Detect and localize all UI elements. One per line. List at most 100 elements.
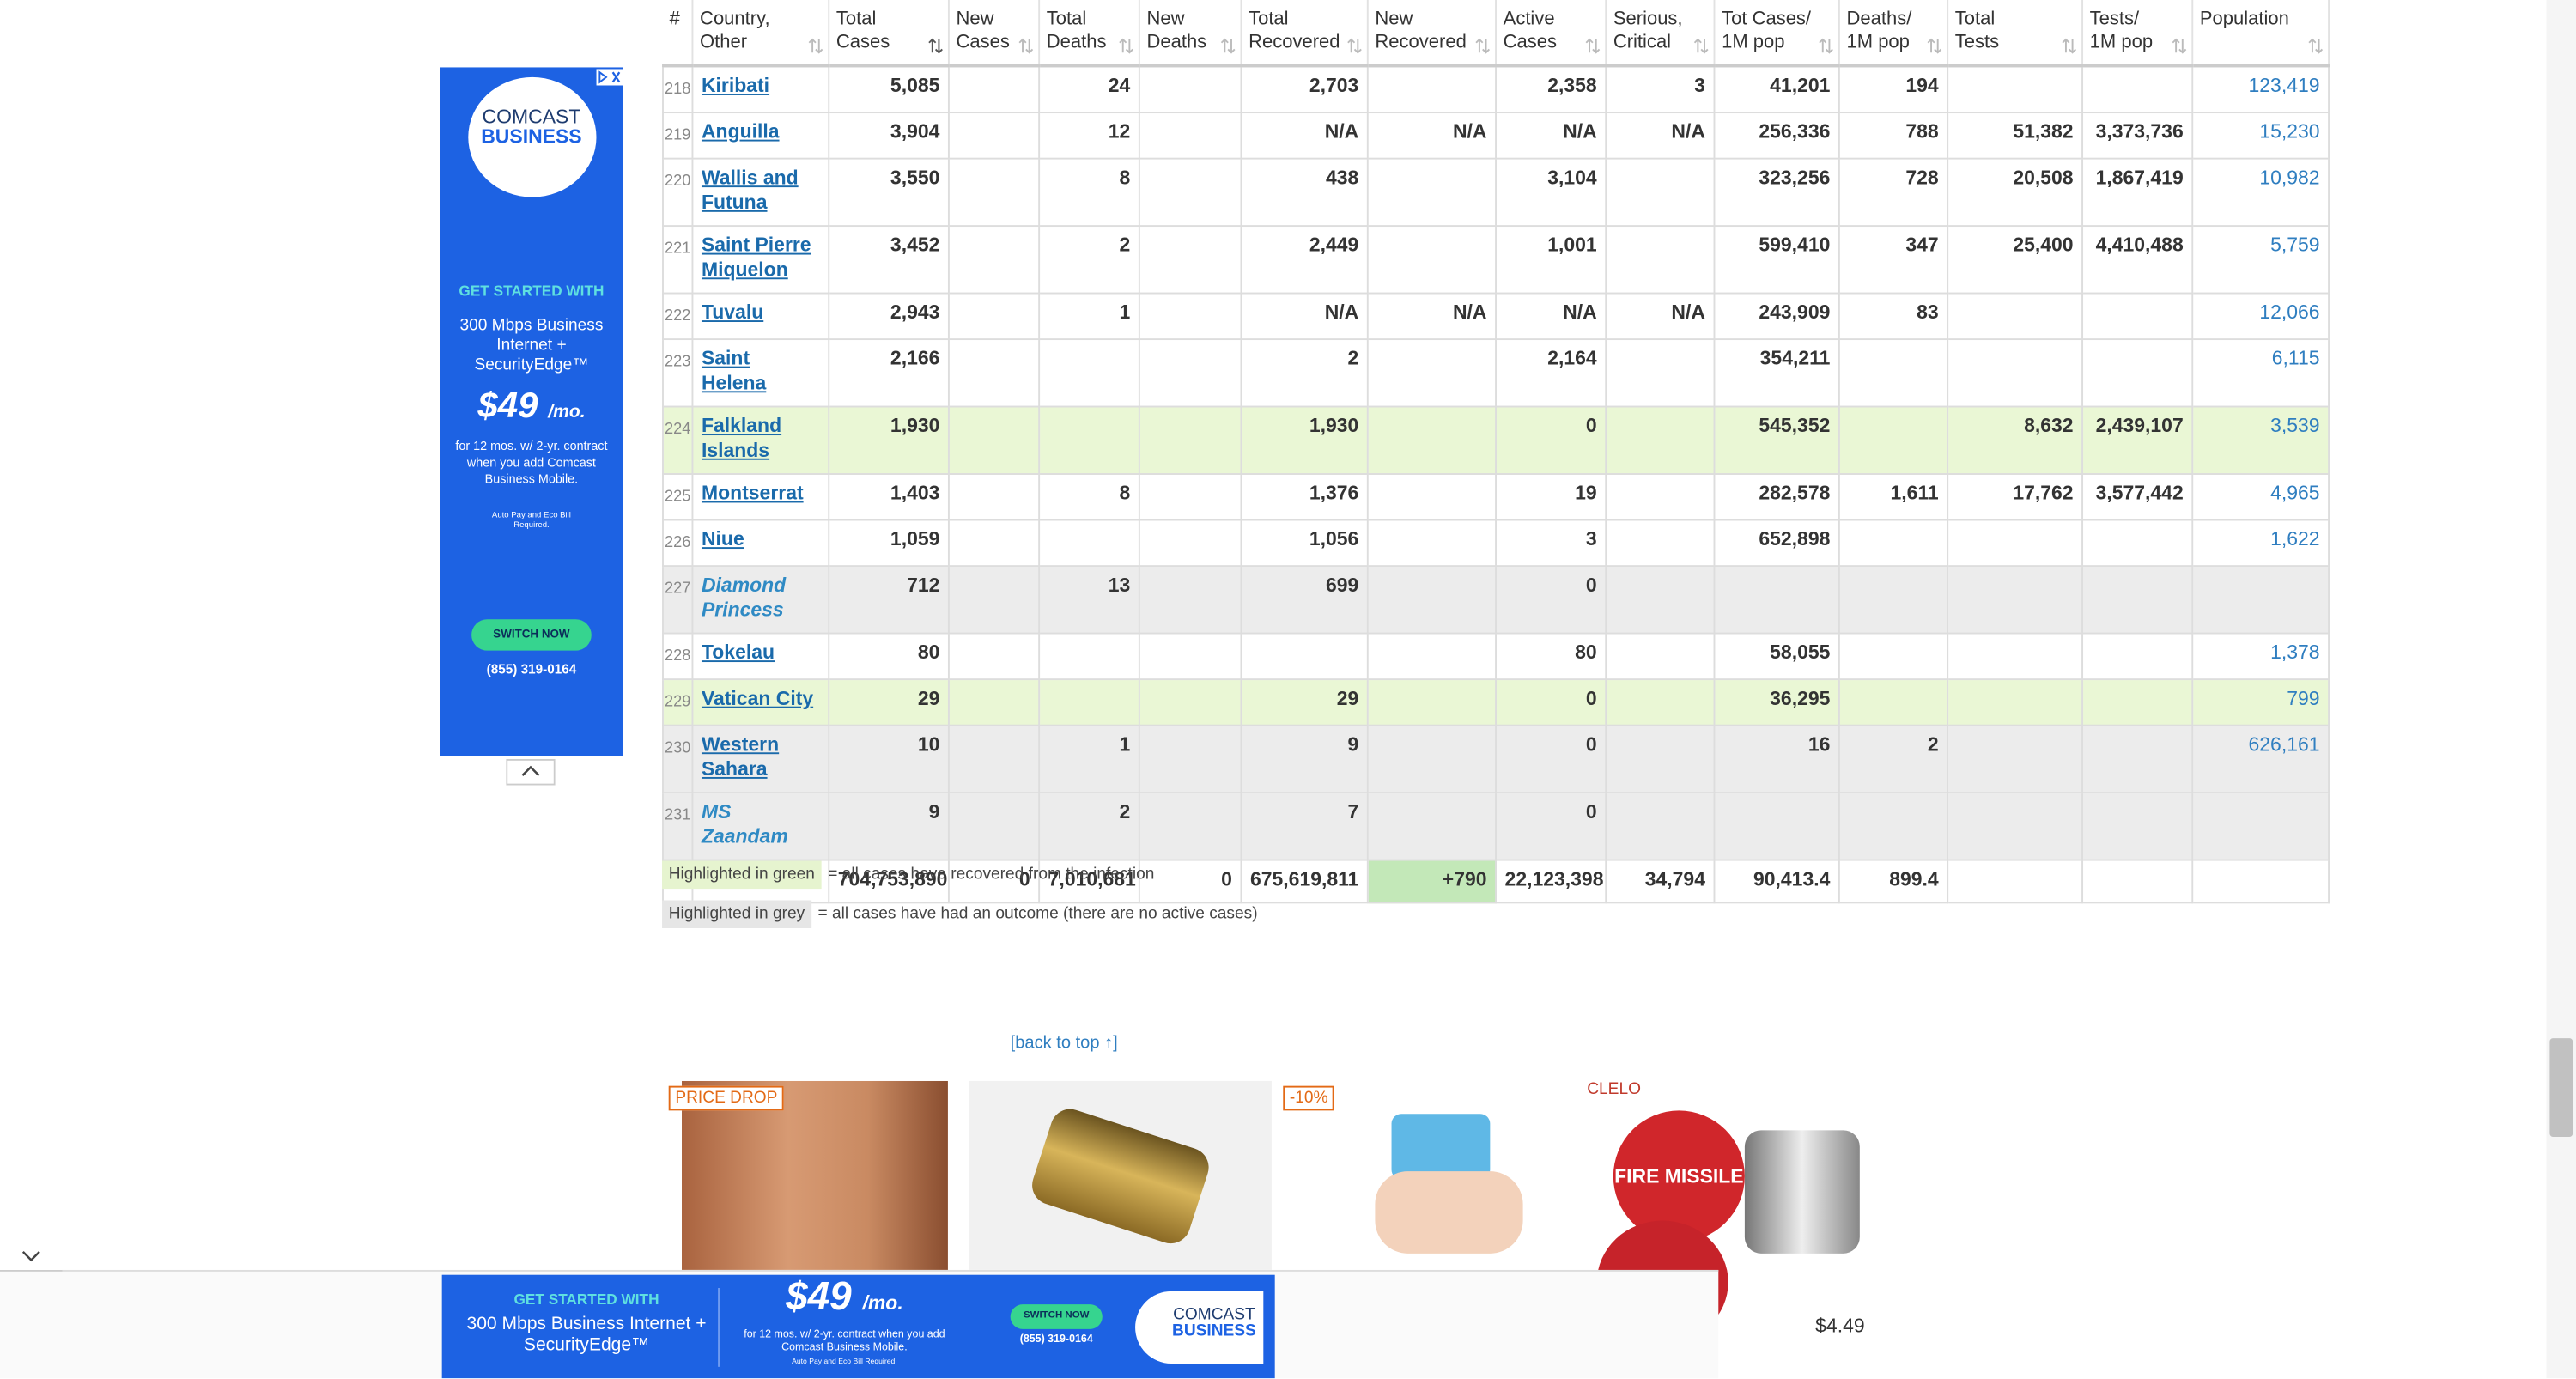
cell[interactable]: 10,982 [2191,157,2330,228]
country-cell[interactable]: Diamond Princess [691,565,830,635]
country-cell[interactable]: Kiribati [691,64,830,113]
header-text: Deaths [1146,33,1207,53]
cell[interactable]: 6,115 [2191,338,2330,408]
cell[interactable] [2191,792,2330,861]
cell: 220 [662,157,694,228]
column-header[interactable]: New Deaths [1139,0,1242,68]
cell[interactable]: 626,161 [2191,724,2330,794]
sort-icon[interactable] [1927,38,1942,54]
cell [1138,678,1242,726]
sort-icon[interactable] [808,38,823,54]
total-cell: 34,794 [1605,859,1716,904]
cell[interactable]: 799 [2191,678,2330,726]
sticky-toggle[interactable] [0,1242,63,1272]
bottom-ad[interactable]: GET STARTED WITH 300 Mbps Business Inter… [441,1274,1275,1379]
sort-icon[interactable] [1220,38,1236,54]
sort-icon[interactable] [2172,38,2187,54]
column-header[interactable]: Total Tests [1947,0,2084,68]
cell [1138,792,1242,861]
cell[interactable]: 1,622 [2191,519,2330,568]
country-cell[interactable]: Falkland Islands [691,405,830,475]
ad-brand-2: BUSINESS [481,125,582,149]
sort-icon[interactable] [2062,38,2077,54]
promo-3[interactable]: -10% [1276,1080,1579,1270]
column-header[interactable]: New Recovered [1367,0,1497,68]
cell: 4,410,488 [2081,225,2194,295]
ad-logo [1135,1291,1264,1364]
cell[interactable]: 5,759 [2191,225,2330,295]
column-header[interactable]: Country, Other [692,0,830,68]
column-header[interactable]: Tot Cases/1M pop [1714,0,1840,68]
country-cell[interactable]: Anguilla [691,112,830,160]
sort-icon[interactable] [928,38,943,54]
cell: 1,056 [1240,519,1369,568]
ad-close[interactable] [596,69,623,86]
cell: 3 [1605,64,1716,113]
back-to-top[interactable]: [back to top ↑] [1010,1033,1118,1054]
cell[interactable]: 12,066 [2191,292,2330,341]
sort-icon[interactable] [1119,38,1133,54]
cell[interactable]: 4,965 [2191,473,2330,521]
promo-1[interactable]: PRICE DROP [662,1080,948,1270]
cell: 194 [1838,64,1949,113]
scrollbar-thumb[interactable] [2549,1038,2573,1137]
ad-button[interactable]: SWITCH NOW [1010,1304,1103,1329]
column-header[interactable]: New Cases [948,0,1041,68]
country-cell[interactable]: MS Zaandam [691,792,830,861]
cell [1947,792,2084,861]
column-header[interactable]: Total Cases [829,0,950,68]
header-text: # [669,9,680,30]
ad-offer: 300 Mbps Business Internet + SecurityEdg… [459,317,604,375]
column-header[interactable]: # [663,0,694,68]
column-header[interactable]: Total Recovered [1241,0,1369,68]
side-ad[interactable]: COMCAST BUSINESS GET STARTED WITH 300 Mb… [440,67,623,756]
column-header[interactable]: Serious, Critical [1606,0,1716,68]
column-header[interactable]: Population [2192,0,2330,68]
column-header[interactable]: Deaths/1M pop [1838,0,1949,68]
country-cell[interactable]: Western Sahara [691,724,830,794]
table-row: 228 Tokelau 80 80 58,055 1,378 [662,632,2330,681]
country-cell[interactable]: Wallis and Futuna [691,157,830,228]
collapse-button[interactable] [506,758,556,786]
cell [1038,405,1140,475]
column-header[interactable]: Total Deaths [1039,0,1140,68]
cell: 218 [662,64,694,113]
sort-icon[interactable] [1693,38,1709,54]
country-cell[interactable]: Tokelau [691,632,830,681]
ad-button[interactable]: SWITCH NOW [471,619,592,651]
sort-icon[interactable] [1475,38,1491,54]
sort-icon[interactable] [2308,38,2324,54]
country-cell[interactable]: Saint Pierre Miquelon [691,225,830,295]
promo-2[interactable] [969,1080,1272,1270]
sort-icon[interactable] [1018,38,1034,54]
column-header[interactable]: Tests/1M pop [2082,0,2194,68]
cell[interactable] [2191,565,2330,635]
cell [1366,724,1497,794]
promo-image [1744,1130,1860,1254]
cell: 58,055 [1713,632,1840,681]
cell: 1,867,419 [2081,157,2194,228]
ad-brand-2: BUSINESS [1171,1322,1256,1341]
sort-icon[interactable] [1347,38,1362,54]
cell[interactable]: 123,419 [2191,64,2330,113]
cell [2081,632,2194,681]
country-cell[interactable]: Montserrat [691,473,830,521]
cell[interactable]: 3,539 [2191,405,2330,475]
cell: 0 [1495,792,1607,861]
cell [1138,632,1242,681]
scrollbar-track[interactable] [2546,0,2576,1379]
sort-icon[interactable] [1585,38,1601,54]
cell[interactable]: 1,378 [2191,632,2330,681]
cell[interactable]: 15,230 [2191,112,2330,160]
country-cell[interactable]: Tuvalu [691,292,830,341]
column-header[interactable]: Active Cases [1496,0,1607,68]
ad-price: $49 [786,1274,852,1320]
country-cell[interactable]: Vatican City [691,678,830,726]
country-cell[interactable]: Niue [691,519,830,568]
cell [1366,678,1497,726]
country-cell[interactable]: Saint Helena [691,338,830,408]
cell [1947,519,2084,568]
sort-icon[interactable] [1819,38,1833,54]
cell [1605,565,1716,635]
total-cell [1947,859,2084,904]
